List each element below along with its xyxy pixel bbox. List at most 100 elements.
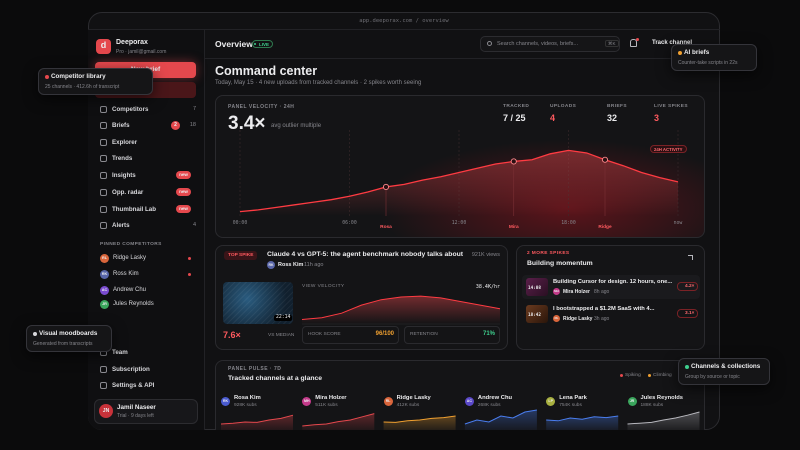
legend-dot xyxy=(620,374,623,377)
hook-label: HOOK SCORE xyxy=(308,332,341,337)
pulse-name[interactable]: Andrew Chu xyxy=(477,395,513,401)
new-brief-button[interactable]: New brief xyxy=(130,66,161,73)
top-spike-tag: TOP SPIKE xyxy=(224,251,258,260)
pulse-name[interactable]: Ridge Lasky xyxy=(396,395,431,401)
search-icon xyxy=(487,41,492,46)
multiple: 7.6× xyxy=(223,330,241,340)
title-bar-divider xyxy=(88,29,720,30)
spike-channel: Mira Holzer xyxy=(563,289,590,295)
x-axis-label: 12:00 xyxy=(451,221,467,226)
nav-item[interactable]: Opp. radar xyxy=(112,189,144,196)
nav-item[interactable]: Explorer xyxy=(112,139,138,146)
pinned-avatar: RL xyxy=(100,254,109,263)
channel-avatar: RK xyxy=(267,261,275,269)
pulse-avatar: AC xyxy=(464,397,474,406)
bell-icon[interactable] xyxy=(630,39,637,47)
status-dot xyxy=(188,273,191,276)
pinned-name[interactable]: Ross Kim xyxy=(113,271,139,277)
stat-value: 7 / 25 xyxy=(503,113,526,123)
url: app.deeporax.com / overview xyxy=(359,18,449,24)
spike-age: 3h ago xyxy=(594,316,610,322)
pulse-subs: 412K subs xyxy=(396,403,420,408)
stat-value: 32 xyxy=(607,113,618,123)
hook-box xyxy=(302,326,399,344)
spike-duration: 18:42 xyxy=(528,313,541,318)
video-views: 921K views xyxy=(471,252,500,258)
nav-item[interactable]: Competitors xyxy=(112,106,149,113)
pinned-avatar: RK xyxy=(100,270,109,279)
nav-item[interactable]: Alerts xyxy=(112,222,130,229)
activity-badge: 24H ACTIVITY xyxy=(650,145,687,153)
nav-icon xyxy=(100,206,107,213)
velocity-panel xyxy=(215,95,705,238)
spike-duration: 14:08 xyxy=(528,286,541,291)
nav-icon xyxy=(100,349,107,356)
nav-item[interactable]: Team xyxy=(112,349,128,356)
user-plan: Trial · 9 days left xyxy=(117,413,154,419)
big-metric-caption: avg outlier multiple xyxy=(271,123,322,129)
nav-item[interactable]: Briefs xyxy=(112,122,130,129)
video-title[interactable]: Claude 4 vs GPT-5: the agent benchmark n… xyxy=(267,251,464,258)
stat-value: 4 xyxy=(550,113,556,123)
search-placeholder: Search channels, videos, briefs... xyxy=(497,41,579,47)
status-dot xyxy=(188,257,191,260)
section-title: Command center xyxy=(215,64,318,78)
channel-name: Ross Kim xyxy=(278,262,304,268)
nav-item[interactable]: Settings & API xyxy=(112,382,155,389)
pinned-name[interactable]: Jules Reynolds xyxy=(113,301,154,307)
nav-item[interactable]: Insights xyxy=(112,172,136,179)
pulse-name[interactable]: Jules Reynolds xyxy=(640,395,684,401)
nav-badge: 2 xyxy=(171,121,180,130)
shortcut: ⌘K xyxy=(605,40,619,48)
hook-value: 96/100 xyxy=(375,331,394,337)
nav-icon xyxy=(100,122,107,129)
nav-icon xyxy=(100,139,107,146)
more-spikes-label: 2 MORE SPIKES xyxy=(527,251,570,256)
user-name: Jamil Naseer xyxy=(117,404,156,411)
pinned-name[interactable]: Andrew Chu xyxy=(113,287,147,293)
stat-label: LIVE SPIKES xyxy=(654,104,688,109)
pulse-avatar: LP xyxy=(546,397,556,406)
panel-label: PANEL VELOCITY · 24H xyxy=(228,104,295,110)
search-box[interactable] xyxy=(480,36,620,52)
retention-label: RETENTION xyxy=(410,332,438,337)
logo xyxy=(96,39,111,54)
pulse-name[interactable]: Lena Park xyxy=(559,395,587,401)
stat-label: TRACKED xyxy=(503,104,530,109)
pulse-name[interactable]: Mira Holzer xyxy=(315,395,347,401)
pinned-name[interactable]: Ridge Lasky xyxy=(113,255,147,261)
pulse-title: Tracked channels at a glance xyxy=(228,375,323,382)
x-axis-label: 00:00 xyxy=(232,221,248,226)
user-avatar: JN xyxy=(99,404,113,418)
spike-row[interactable] xyxy=(522,275,700,299)
account: Pro · jamil@gmail.com xyxy=(116,49,167,55)
velocity-label: VIEW VELOCITY xyxy=(302,284,345,289)
nav-icon xyxy=(100,366,107,373)
marker-label: Mira xyxy=(508,225,519,230)
pulse-subs: 188K subs xyxy=(640,403,664,408)
nav-item[interactable]: Thumbnail Lab xyxy=(112,206,156,213)
video-age: 11h ago xyxy=(304,262,324,268)
velocity-value: 38.4K/hr xyxy=(475,284,500,290)
spike-channel: Ridge Lasky xyxy=(563,316,593,322)
section-subtitle: Today, May 15 · 4 new uploads from track… xyxy=(215,80,422,86)
brand: Deeporax xyxy=(116,39,148,46)
nav-icon xyxy=(100,189,107,196)
topbar-divider xyxy=(205,58,720,59)
spike-multiple: 4.2× xyxy=(677,282,699,291)
thumbnail-duration: 22:14 xyxy=(274,315,293,321)
pinned-title: PINNED COMPETITORS xyxy=(100,242,162,247)
expand-arrow[interactable] xyxy=(688,255,693,260)
nav-item[interactable]: Trends xyxy=(112,155,133,162)
track-channel-button[interactable]: Track channel xyxy=(652,40,693,46)
pulse-subs: 754K subs xyxy=(559,403,582,408)
nav-item[interactable]: Subscription xyxy=(112,366,150,373)
spike-title: I bootstrapped a $1.2M SaaS with 4... xyxy=(553,306,655,312)
spike-title: Building Cursor for design. 12 hours, on… xyxy=(553,279,673,285)
nav-icon xyxy=(100,382,107,389)
pulse-name[interactable]: Rosa Kim xyxy=(234,395,261,401)
x-axis-label: 06:00 xyxy=(342,221,357,226)
pinned-avatar: AC xyxy=(100,286,109,295)
pinned-avatar: JR xyxy=(100,300,109,309)
